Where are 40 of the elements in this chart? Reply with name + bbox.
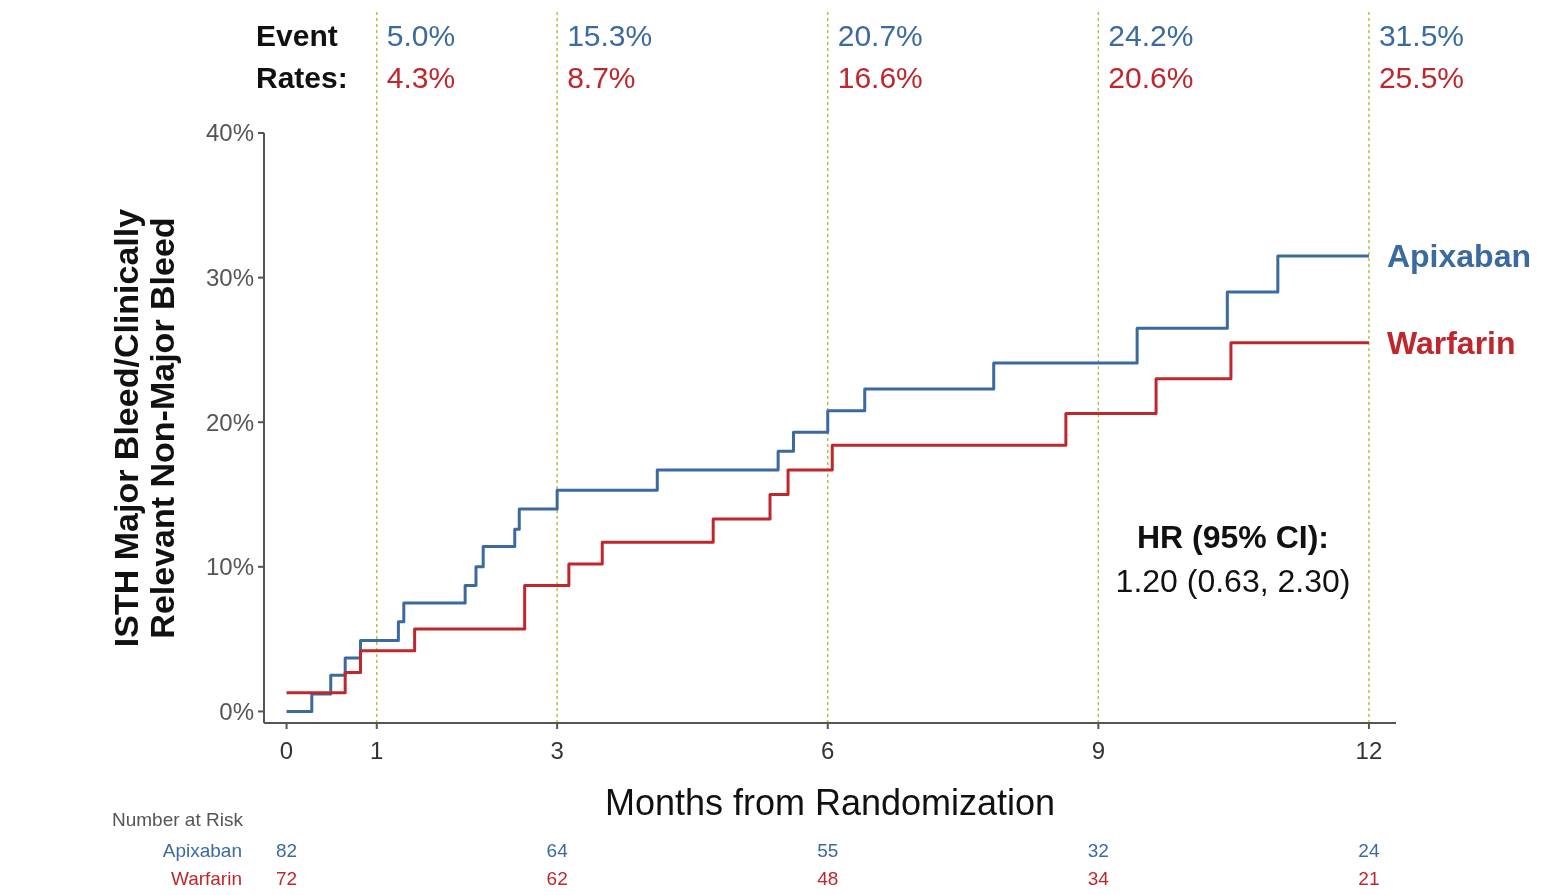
y-tick-label: 40% — [205, 119, 254, 147]
text: 21 — [1358, 868, 1380, 889]
x-tick-label: 12 — [1355, 737, 1383, 764]
x-tick-label: 9 — [1091, 737, 1106, 764]
text: 4.3% — [386, 61, 456, 94]
text: Event Rates: — [256, 19, 348, 94]
text: 31.5% — [1378, 19, 1465, 52]
text: 62 — [546, 868, 568, 889]
series-label: Apixaban — [1386, 238, 1531, 275]
y-tick-label: 20% — [205, 408, 254, 436]
y-tick-label: 0% — [219, 697, 254, 725]
text: 72 — [275, 868, 298, 889]
text: Apixaban — [162, 840, 242, 861]
x-tick-label: 1 — [370, 737, 384, 764]
text: 64 — [546, 840, 569, 861]
text: 20.6% — [1108, 61, 1194, 94]
x-tick-label: 0 — [279, 737, 294, 764]
text: 20.7% — [837, 19, 923, 52]
text: 25.5% — [1378, 61, 1465, 94]
y-tick-label: 10% — [205, 553, 254, 581]
annotation: HR (95% CI): 1.20 (0.63, 2.30) — [1115, 519, 1351, 599]
x-tick-label: 6 — [821, 737, 835, 764]
text: 55 — [817, 840, 839, 861]
x-tick-label: 3 — [550, 737, 564, 764]
y-axis-title: ISTH Major Bleed/Clinically Relevant Non-Major Bleed — [107, 208, 181, 648]
x-axis-title: Months from Randomization — [604, 782, 1056, 823]
text: Number at Risk — [112, 809, 244, 830]
text: 16.6% — [837, 61, 923, 94]
text: 34 — [1087, 868, 1110, 889]
text: Warfarin — [170, 868, 242, 889]
text: 32 — [1087, 840, 1109, 861]
text: 24 — [1358, 840, 1380, 861]
text: 24.2% — [1108, 19, 1194, 52]
text: 48 — [817, 868, 839, 889]
text: 5.0% — [386, 19, 456, 52]
text: 82 — [275, 840, 298, 861]
series-label: Warfarin — [1386, 324, 1516, 361]
y-tick-label: 30% — [205, 264, 254, 292]
text: 15.3% — [567, 19, 653, 52]
text: 8.7% — [567, 61, 636, 94]
